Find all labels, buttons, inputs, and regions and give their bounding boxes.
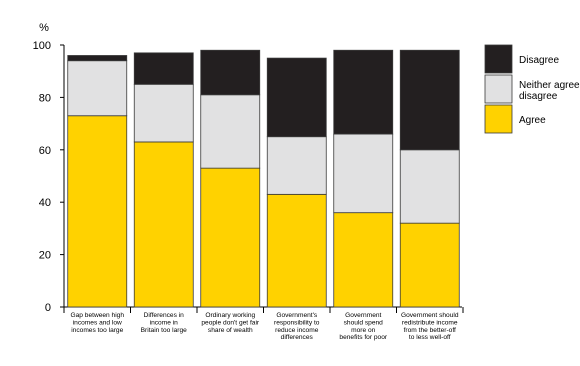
y-tick-label: 20 bbox=[39, 250, 51, 262]
bar-segment-neither-agree-nor-disagree bbox=[67, 60, 128, 117]
x-category-label: Differences in income in Britain too large bbox=[141, 312, 188, 334]
x-category-label: Government should spend more on benefits fo… bbox=[339, 312, 387, 341]
bar-segment-disagree bbox=[399, 49, 460, 151]
x-category-label-line: share of wealth bbox=[208, 327, 253, 334]
x-category-label-line: reduce income bbox=[275, 327, 319, 334]
bar-segment-agree bbox=[266, 193, 327, 308]
x-category-label-line: incomes too large bbox=[71, 327, 123, 334]
bar-segment-neither-agree-nor-disagree bbox=[133, 83, 194, 143]
bar-segment-agree bbox=[200, 167, 261, 308]
y-tick-label: 80 bbox=[39, 92, 51, 104]
plot-area: % 0 20 40 60 80 100 Gap between high incomes a… bbox=[33, 22, 464, 341]
bar-segment-disagree bbox=[266, 57, 327, 138]
x-category-label-line: benefits for poor bbox=[339, 334, 387, 341]
x-category-label-line: should spend bbox=[344, 319, 384, 326]
y-tick-label: 60 bbox=[39, 145, 51, 157]
bar-segment-agree bbox=[333, 212, 394, 308]
bar-segment-neither-agree-nor-disagree bbox=[200, 94, 261, 169]
x-category-label-line: people don't get fair bbox=[201, 319, 260, 326]
x-category-label-line: to less well-off bbox=[409, 334, 451, 341]
y-axis-ticks: 0 20 40 60 80 100 bbox=[33, 40, 64, 314]
bar-segment-agree bbox=[67, 115, 128, 308]
y-tick-label: 0 bbox=[45, 302, 51, 314]
legend-swatch bbox=[484, 74, 513, 104]
legend: Disagree Neither agree nordisagree Agree bbox=[484, 44, 580, 134]
legend-label-line: disagree bbox=[519, 91, 558, 102]
legend-label: Agree bbox=[519, 115, 546, 126]
x-category-label: Government should redistribute income from… bbox=[401, 312, 459, 341]
x-category-label-line: incomes and low bbox=[73, 319, 122, 326]
legend-label-line: Disagree bbox=[519, 55, 559, 66]
bar-segment-agree bbox=[133, 141, 194, 308]
legend-label-line: Neither agree nor bbox=[519, 80, 580, 91]
bar-segment-disagree bbox=[133, 52, 194, 85]
x-category-label-line: from the better-off bbox=[404, 327, 456, 334]
x-category-label: Ordinary working people don't get fair sha… bbox=[201, 312, 260, 334]
bar-segment-neither-agree-nor-disagree bbox=[399, 149, 460, 224]
x-category-label-line: Differences in bbox=[144, 312, 185, 319]
x-category-label-line: responsibility to bbox=[274, 319, 320, 326]
bar-segment-neither-agree-nor-disagree bbox=[333, 133, 394, 214]
x-category-label-line: redistribute income bbox=[402, 319, 458, 326]
legend-swatch bbox=[484, 44, 513, 74]
bar-segment-disagree bbox=[333, 49, 394, 135]
x-category-label-line: Government should bbox=[401, 312, 459, 319]
x-category-label-line: income in bbox=[150, 319, 179, 326]
x-axis-category-labels: Gap between high incomes and low incomes t… bbox=[63, 307, 464, 341]
x-category-label-line: more on bbox=[351, 327, 376, 334]
y-tick-label: 40 bbox=[39, 197, 51, 209]
y-axis-unit: % bbox=[39, 22, 49, 34]
x-category-label: Gap between high incomes and low incomes t… bbox=[70, 312, 124, 334]
legend-label: Disagree bbox=[519, 55, 559, 66]
x-category-label-line: Gap between high bbox=[70, 312, 124, 319]
bars bbox=[67, 49, 460, 308]
legend-label: Neither agree nordisagree bbox=[519, 80, 580, 102]
x-category-label-line: Government's bbox=[276, 312, 318, 319]
x-category-label-line: Government bbox=[345, 312, 381, 319]
bar-segment-disagree bbox=[200, 49, 261, 96]
y-tick-label: 100 bbox=[33, 40, 51, 52]
legend-swatch bbox=[484, 104, 513, 134]
bar-segment-agree bbox=[399, 222, 460, 308]
bar-segment-disagree bbox=[67, 55, 128, 62]
bar-segment-neither-agree-nor-disagree bbox=[266, 136, 327, 195]
legend-label-line: Agree bbox=[519, 115, 546, 126]
x-category-label-line: Britain too large bbox=[141, 327, 188, 334]
x-category-label-line: Ordinary working bbox=[205, 312, 255, 319]
x-category-label: Government's responsibility to reduce inco… bbox=[274, 312, 320, 341]
x-category-label-line: differences bbox=[281, 334, 314, 341]
